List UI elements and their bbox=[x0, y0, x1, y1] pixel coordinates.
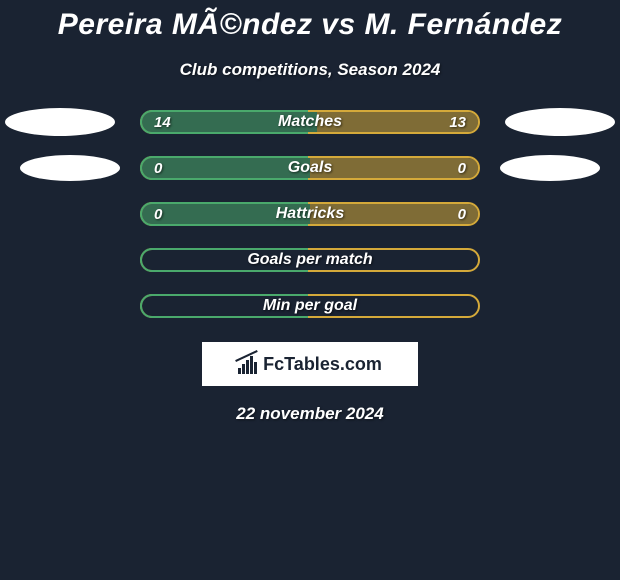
player2-badge bbox=[505, 108, 615, 136]
brand-text: FcTables.com bbox=[263, 354, 382, 375]
footer-date: 22 november 2024 bbox=[236, 404, 383, 424]
player2-badge bbox=[500, 155, 600, 181]
comparison-card: Pereira MÃ©ndez vs M. Fernández Club com… bbox=[0, 0, 620, 424]
stat-row: 14 13 Matches bbox=[0, 110, 620, 134]
stat-row: Min per goal bbox=[0, 294, 620, 318]
stat-bar: Min per goal bbox=[140, 294, 480, 318]
stat-label: Min per goal bbox=[263, 297, 357, 315]
player1-badge bbox=[5, 108, 115, 136]
stat-bar: Goals per match bbox=[140, 248, 480, 272]
stat-label: Goals bbox=[288, 159, 332, 177]
brand-badge[interactable]: FcTables.com bbox=[202, 342, 418, 386]
stat-value-left: 0 bbox=[154, 206, 162, 223]
stat-bar: 0 0 Hattricks bbox=[140, 202, 480, 226]
stat-row: Goals per match bbox=[0, 248, 620, 272]
chart-icon bbox=[238, 354, 257, 374]
subtitle: Club competitions, Season 2024 bbox=[180, 60, 441, 80]
stat-value-left: 14 bbox=[154, 114, 171, 131]
bar-fill-left bbox=[142, 158, 310, 178]
stat-bar: 14 13 Matches bbox=[140, 110, 480, 134]
stat-row: 0 0 Goals bbox=[0, 156, 620, 180]
stat-label: Goals per match bbox=[247, 251, 372, 269]
stats-list: 14 13 Matches 0 0 Goals 0 0 Hattricks Goals per m… bbox=[0, 110, 620, 318]
stat-label: Matches bbox=[278, 113, 342, 131]
page-title: Pereira MÃ©ndez vs M. Fernández bbox=[58, 8, 562, 42]
stat-row: 0 0 Hattricks bbox=[0, 202, 620, 226]
stat-value-right: 0 bbox=[458, 206, 466, 223]
stat-value-right: 13 bbox=[449, 114, 466, 131]
stat-bar: 0 0 Goals bbox=[140, 156, 480, 180]
stat-label: Hattricks bbox=[276, 205, 344, 223]
player1-badge bbox=[20, 155, 120, 181]
stat-value-left: 0 bbox=[154, 160, 162, 177]
bar-fill-right bbox=[310, 158, 478, 178]
stat-value-right: 0 bbox=[458, 160, 466, 177]
